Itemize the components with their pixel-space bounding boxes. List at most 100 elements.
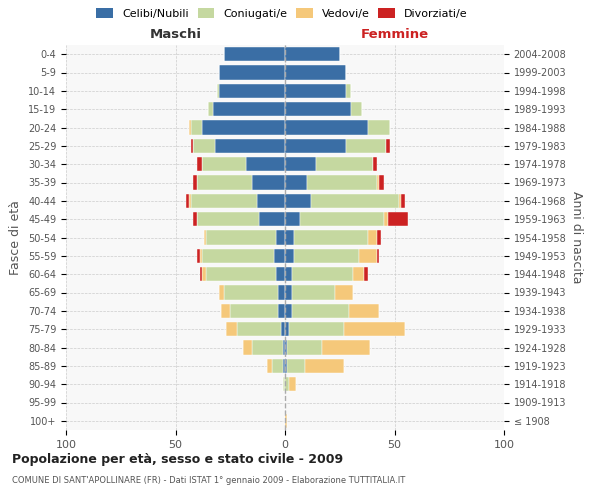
Bar xyxy=(383,212,388,226)
Bar xyxy=(206,267,276,281)
Bar xyxy=(285,47,340,62)
Bar xyxy=(285,322,289,336)
Legend: Celibi/Nubili, Coniugati/e, Vedovi/e, Divorziati/e: Celibi/Nubili, Coniugati/e, Vedovi/e, Di… xyxy=(97,8,467,19)
Text: COMUNE DI SANT'APOLLINARE (FR) - Dati ISTAT 1° gennaio 2009 - Elaborazione TUTTI: COMUNE DI SANT'APOLLINARE (FR) - Dati IS… xyxy=(12,476,405,485)
Bar xyxy=(377,248,379,263)
Bar xyxy=(388,212,407,226)
Bar xyxy=(215,138,285,153)
Bar xyxy=(368,120,390,134)
Bar xyxy=(285,157,316,172)
Text: Maschi: Maschi xyxy=(149,28,202,42)
Bar xyxy=(200,248,202,263)
Bar xyxy=(353,267,364,281)
Bar xyxy=(202,120,285,134)
Bar xyxy=(283,340,285,354)
Bar xyxy=(373,157,377,172)
Bar xyxy=(208,102,213,117)
Bar xyxy=(287,340,322,354)
Bar xyxy=(285,248,294,263)
Bar xyxy=(202,157,245,172)
Bar xyxy=(285,267,292,281)
Bar xyxy=(379,176,383,190)
Bar xyxy=(311,194,399,208)
Bar xyxy=(193,138,215,153)
Bar xyxy=(344,322,406,336)
Text: Popolazione per età, sesso e stato civile - 2009: Popolazione per età, sesso e stato civil… xyxy=(12,452,343,466)
Bar xyxy=(202,248,274,263)
Bar xyxy=(272,358,283,373)
Bar xyxy=(289,322,344,336)
Bar xyxy=(200,267,202,281)
Bar xyxy=(204,230,206,244)
Bar xyxy=(220,84,285,98)
Bar xyxy=(285,120,368,134)
Bar xyxy=(386,138,390,153)
Bar xyxy=(197,176,252,190)
Bar xyxy=(245,157,285,172)
Bar xyxy=(278,286,285,300)
Bar xyxy=(244,340,252,354)
Bar xyxy=(259,212,285,226)
Bar xyxy=(283,377,285,392)
Bar xyxy=(252,340,283,354)
Bar xyxy=(206,230,276,244)
Bar xyxy=(346,84,350,98)
Bar xyxy=(292,286,335,300)
Bar xyxy=(322,340,370,354)
Bar xyxy=(285,102,350,117)
Bar xyxy=(285,377,289,392)
Bar xyxy=(316,157,373,172)
Bar xyxy=(285,212,301,226)
Bar xyxy=(285,66,346,80)
Bar xyxy=(294,248,359,263)
Y-axis label: Anni di nascita: Anni di nascita xyxy=(570,191,583,284)
Bar xyxy=(283,358,285,373)
Bar xyxy=(191,120,202,134)
Bar xyxy=(346,138,386,153)
Bar xyxy=(301,212,383,226)
Bar xyxy=(224,286,278,300)
Bar xyxy=(188,120,191,134)
Bar xyxy=(220,286,224,300)
Bar xyxy=(278,304,285,318)
Y-axis label: Fasce di età: Fasce di età xyxy=(10,200,22,275)
Bar xyxy=(285,176,307,190)
Bar xyxy=(213,102,285,117)
Bar xyxy=(292,304,349,318)
Bar xyxy=(285,286,292,300)
Bar xyxy=(307,176,377,190)
Bar xyxy=(377,230,382,244)
Bar xyxy=(289,377,296,392)
Bar xyxy=(187,194,188,208)
Bar xyxy=(401,194,406,208)
Bar xyxy=(285,414,287,428)
Bar xyxy=(359,248,377,263)
Bar xyxy=(226,322,237,336)
Bar xyxy=(202,267,206,281)
Bar xyxy=(230,304,278,318)
Bar xyxy=(276,267,285,281)
Bar xyxy=(285,138,346,153)
Bar xyxy=(193,176,197,190)
Bar xyxy=(268,358,272,373)
Bar xyxy=(217,84,220,98)
Bar xyxy=(191,194,257,208)
Bar xyxy=(399,194,401,208)
Bar xyxy=(220,66,285,80)
Bar xyxy=(285,358,287,373)
Bar xyxy=(285,304,292,318)
Bar xyxy=(292,267,353,281)
Bar xyxy=(193,212,197,226)
Bar xyxy=(305,358,344,373)
Bar xyxy=(281,322,285,336)
Text: Femmine: Femmine xyxy=(361,28,428,42)
Bar xyxy=(197,157,202,172)
Bar xyxy=(350,102,362,117)
Bar xyxy=(335,286,353,300)
Bar xyxy=(197,212,259,226)
Bar xyxy=(285,340,287,354)
Bar xyxy=(368,230,377,244)
Bar xyxy=(188,194,191,208)
Bar xyxy=(285,84,346,98)
Bar xyxy=(285,230,294,244)
